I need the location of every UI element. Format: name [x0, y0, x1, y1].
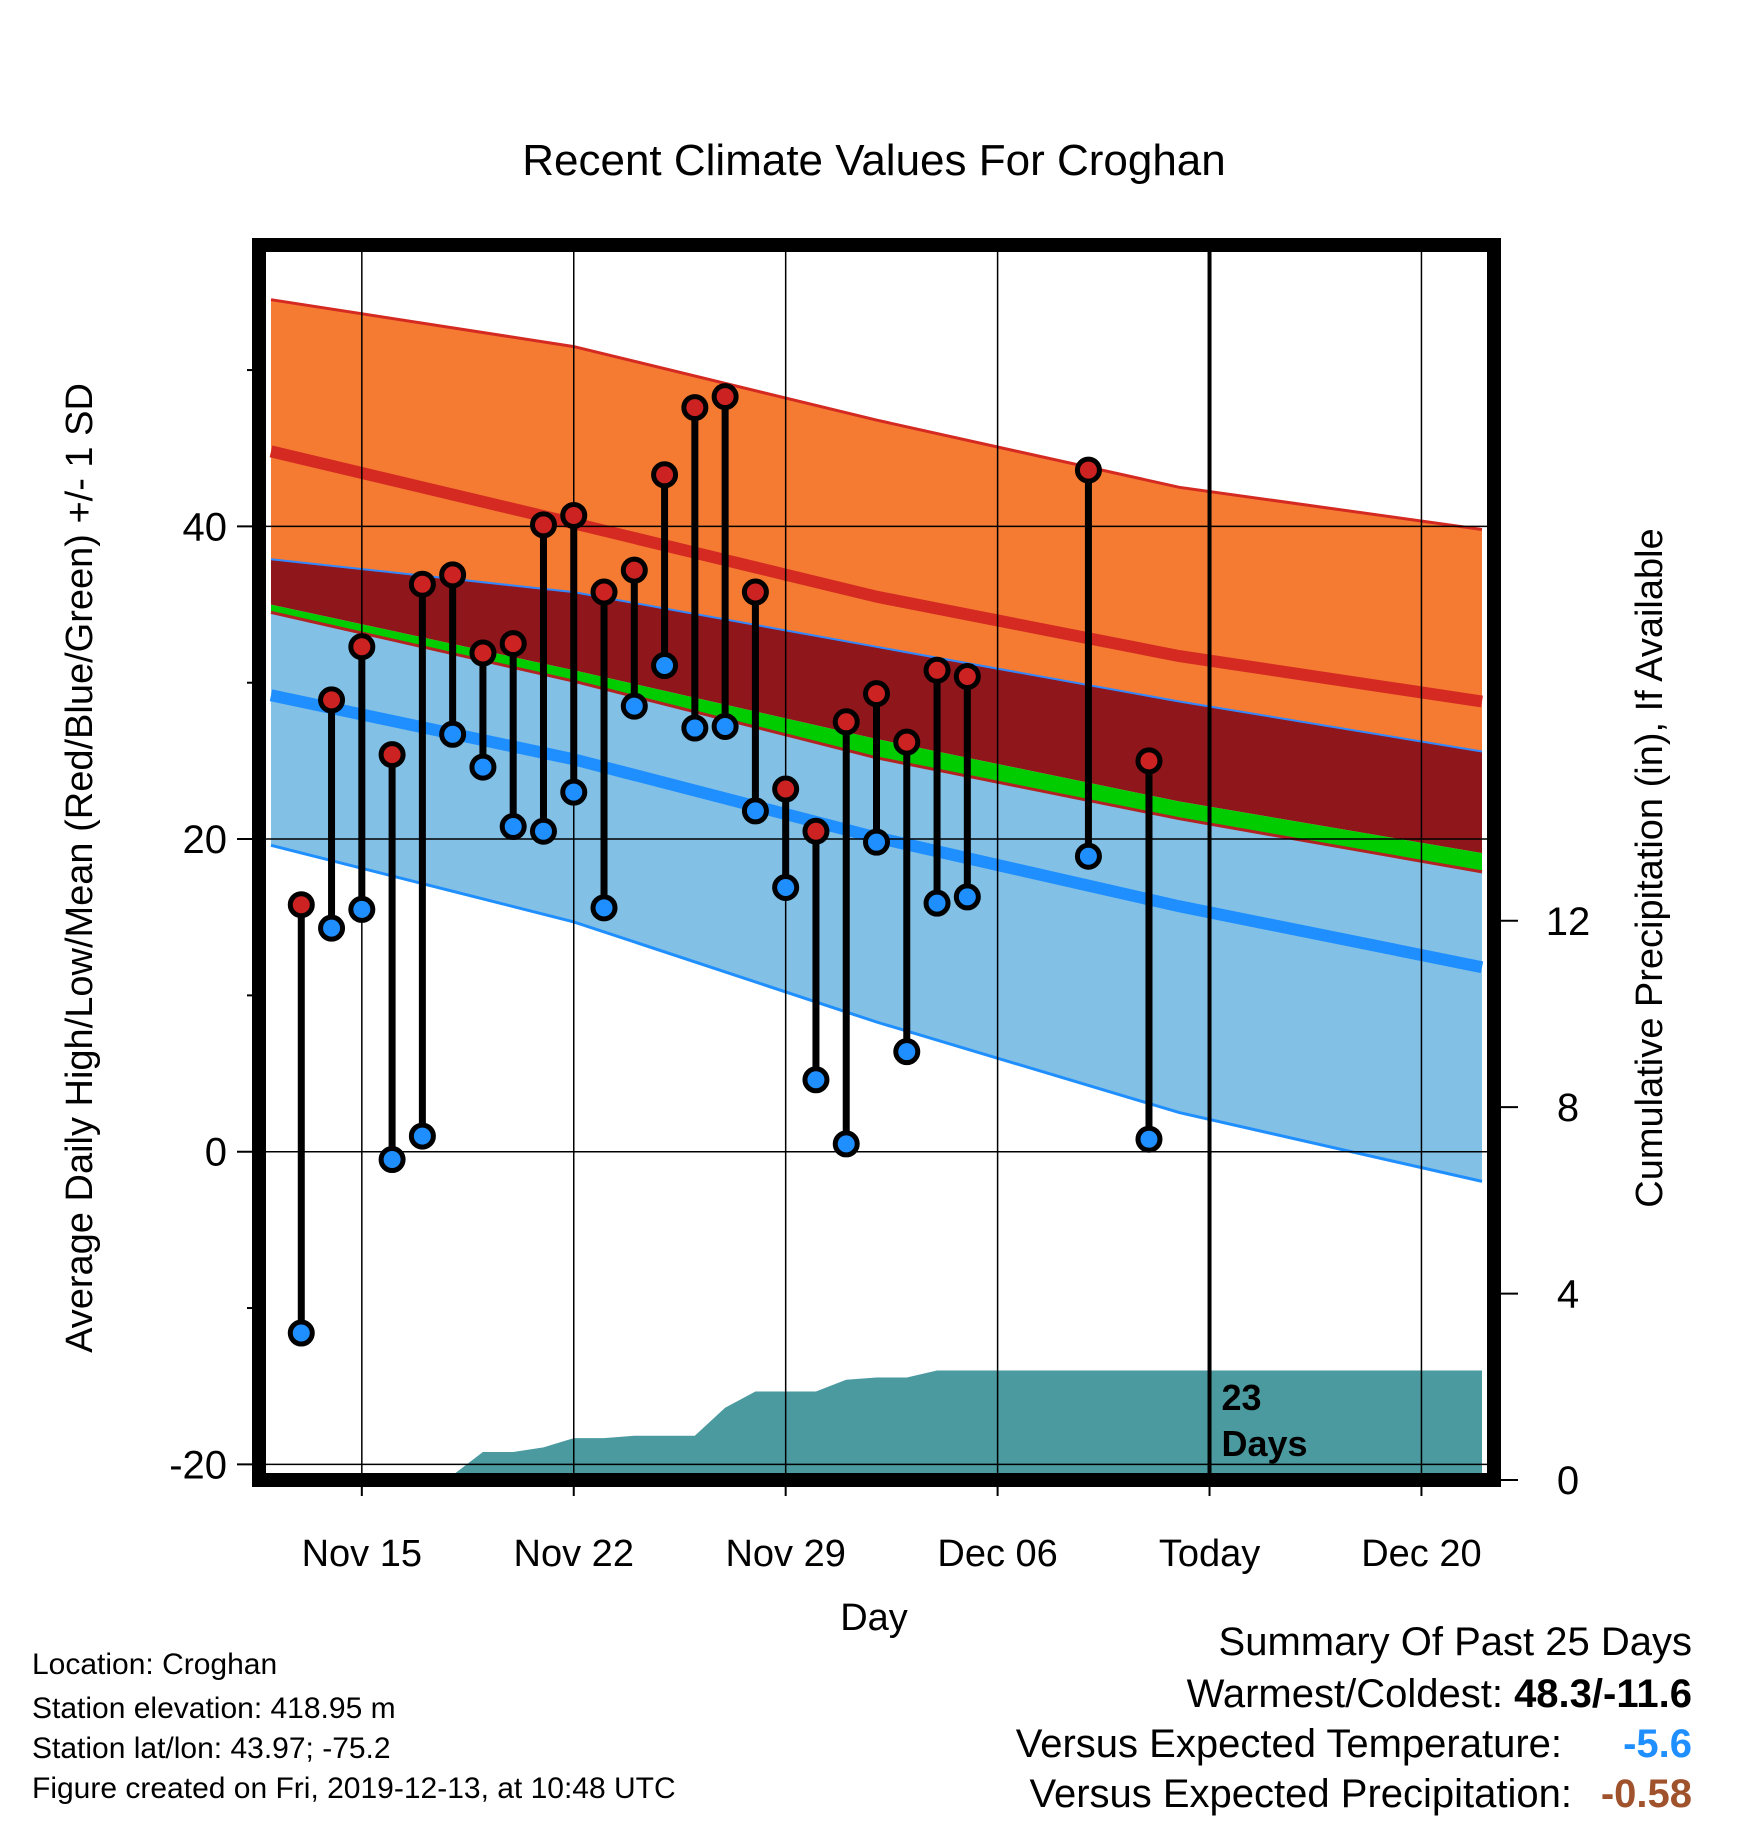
low-point [439, 720, 467, 748]
high-point [953, 662, 981, 690]
high-point [832, 708, 860, 736]
high-point [469, 639, 497, 667]
high-point [378, 741, 406, 769]
plot-frame [252, 238, 1501, 1487]
high-point [287, 891, 315, 919]
y-tick-label: 40 [183, 505, 228, 549]
today-days-label: Days [1222, 1423, 1308, 1464]
high-point [620, 556, 648, 584]
low-point [832, 1130, 860, 1158]
today-days-count: 23 [1222, 1377, 1262, 1418]
high-point [499, 630, 527, 658]
high-point [560, 501, 588, 529]
high-point [590, 578, 618, 606]
summary-precip-label: Versus Expected Precipitation: [1029, 1772, 1572, 1816]
high-point [772, 775, 800, 803]
high-point [681, 394, 709, 422]
footer-latlon: Station lat/lon: 43.97; -75.2 [32, 1732, 391, 1765]
summary-precip-value: -0.58 [1600, 1772, 1692, 1816]
normal-high-minus-sd-line [270, 558, 1483, 753]
high-point [1074, 456, 1102, 484]
high-point [923, 656, 951, 684]
low-point [287, 1319, 315, 1347]
summary-temp-label: Versus Expected Temperature: [1015, 1722, 1562, 1766]
high-point [439, 561, 467, 589]
normal-low-minus-sd-line [270, 843, 1483, 1183]
y2-tick-label: 8 [1557, 1086, 1579, 1130]
low-point [863, 828, 890, 856]
y2-axis-label: Cumulative Precipitation (in), If Availa… [1629, 528, 1671, 1207]
low-point [469, 753, 497, 781]
summary-warmest-label: Warmest/Coldest: [1186, 1672, 1503, 1716]
low-point [499, 813, 527, 841]
low-point [1135, 1125, 1163, 1153]
high-point [651, 461, 679, 489]
x-tick-label: Nov 29 [725, 1533, 845, 1575]
y2-tick-label: 0 [1557, 1459, 1579, 1503]
y-tick-label: 20 [183, 818, 228, 862]
y2-tick-label: 12 [1546, 900, 1591, 944]
summary-warmest-value: 48.3/-11.6 [1514, 1672, 1692, 1716]
low-point [408, 1122, 436, 1150]
high-point [529, 511, 557, 539]
footer-created: Figure created on Fri, 2019-12-13, at 10… [32, 1772, 676, 1805]
high-point [408, 570, 436, 598]
x-tick-label: Today [1159, 1533, 1260, 1575]
summary-temp: Versus Expected Temperature: -5.6 [1016, 1722, 1692, 1766]
high-point [741, 578, 769, 606]
low-point [893, 1038, 921, 1066]
summary-precip: Versus Expected Precipitation: -0.58 [1029, 1772, 1692, 1816]
high-point [348, 633, 376, 661]
low-point [741, 797, 769, 825]
summary-warmest: Warmest/Coldest: 48.3/-11.6 [1187, 1672, 1692, 1716]
low-point [348, 895, 376, 923]
high-point [893, 728, 921, 756]
y-axis-label: Average Daily High/Low/Mean (Red/Blue/Gr… [59, 383, 101, 1353]
x-tick-label: Dec 06 [937, 1533, 1057, 1575]
low-point [318, 914, 346, 942]
low-point [802, 1066, 830, 1094]
high-point [802, 817, 830, 845]
x-tick-label: Nov 15 [302, 1533, 422, 1575]
low-point [529, 817, 557, 845]
low-point [681, 714, 709, 742]
chart-title: Recent Climate Values For Croghan [522, 136, 1226, 185]
high-point [863, 680, 890, 708]
observation-layer [287, 383, 1163, 1347]
low-point [772, 874, 800, 902]
low-point [953, 883, 981, 911]
normal-high-line [269, 445, 1483, 708]
low-point [620, 692, 648, 720]
today-layer: 23 Days [1207, 245, 1308, 1480]
high-point [711, 383, 739, 411]
summary-heading: Summary Of Past 25 Days [1218, 1620, 1692, 1664]
footer-elevation: Station elevation: 418.95 m [32, 1692, 396, 1725]
high-point [1135, 747, 1163, 775]
y-tick-label: 0 [205, 1131, 227, 1175]
y-tick-label: -20 [169, 1443, 227, 1487]
high-point [318, 686, 346, 714]
low-point [590, 894, 618, 922]
y2-tick-label: 4 [1557, 1273, 1579, 1317]
low-point [711, 712, 739, 740]
x-tick-label: Nov 22 [514, 1533, 634, 1575]
summary-temp-value: -5.6 [1623, 1722, 1692, 1766]
x-tick-label: Dec 20 [1361, 1533, 1481, 1575]
low-point [1074, 842, 1102, 870]
low-point [651, 652, 679, 680]
x-axis-label: Day [840, 1597, 908, 1639]
axis-layer: Nov 15 Nov 22 Nov 29 Dec 06 Today Dec 20 -20 0 2… [169, 369, 1591, 1575]
low-point [378, 1146, 406, 1174]
low-point [923, 889, 951, 917]
footer-location: Location: Croghan [32, 1648, 278, 1681]
low-point [560, 778, 588, 806]
normal-high-plus-sd-line [270, 298, 1483, 531]
